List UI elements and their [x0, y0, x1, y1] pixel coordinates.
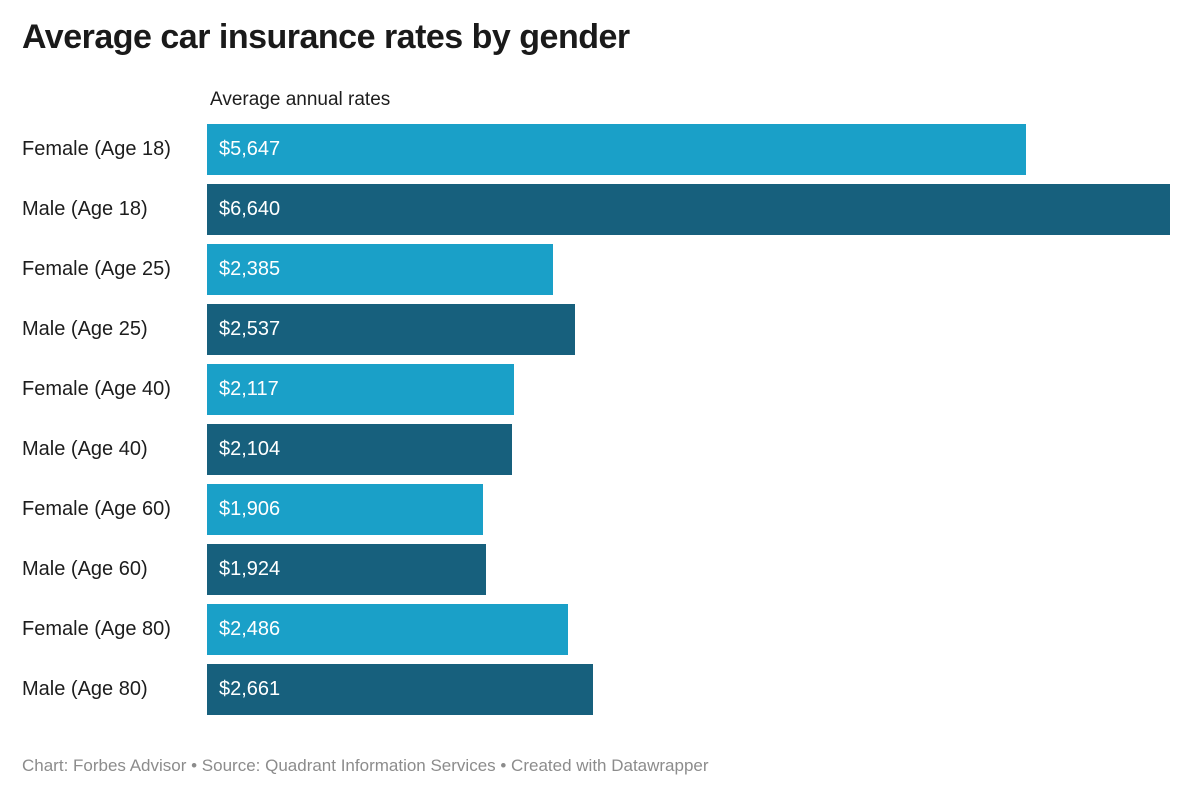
- bar-value-label: $2,661: [219, 678, 281, 700]
- category-label: Male (Age 18): [22, 198, 148, 220]
- bar-row: Female (Age 18) $5,647: [22, 124, 1178, 175]
- bar-value-label: $2,486: [219, 618, 281, 640]
- bar-value-label: $1,906: [219, 498, 281, 520]
- bar-track: $6,640: [207, 184, 1170, 235]
- chart-footer: Chart: Forbes Advisor • Source: Quadrant…: [22, 756, 709, 775]
- bar: $2,104: [207, 424, 513, 475]
- bar-row: Male (Age 25) $2,537: [22, 304, 1178, 355]
- bar: $1,906: [207, 484, 484, 535]
- bar: $5,647: [207, 124, 1027, 175]
- bar-row: Male (Age 60) $1,924: [22, 544, 1178, 595]
- bar-value-label: $1,924: [219, 558, 281, 580]
- chart-title: Average car insurance rates by gender: [22, 18, 630, 56]
- bar: $2,537: [207, 304, 575, 355]
- bar-value-label: $6,640: [219, 198, 281, 220]
- bar: $2,486: [207, 604, 568, 655]
- bar-row: Female (Age 60) $1,906: [22, 484, 1178, 535]
- bar-track: $2,385: [207, 244, 1170, 295]
- bar-value-label: $5,647: [219, 138, 281, 160]
- bar-row: Female (Age 25) $2,385: [22, 244, 1178, 295]
- bar-chart: Female (Age 18) $5,647 Male (Age 18) $6,…: [22, 124, 1178, 724]
- category-label: Female (Age 18): [22, 138, 171, 160]
- bar: $2,385: [207, 244, 553, 295]
- bar: $2,661: [207, 664, 593, 715]
- bar-track: $5,647: [207, 124, 1170, 175]
- bar-row: Male (Age 40) $2,104: [22, 424, 1178, 475]
- bar-value-label: $2,117: [219, 378, 279, 400]
- category-label: Female (Age 60): [22, 498, 171, 520]
- bar: $2,117: [207, 364, 514, 415]
- bar-row: Male (Age 80) $2,661: [22, 664, 1178, 715]
- category-label: Male (Age 80): [22, 678, 148, 700]
- bar-track: $2,117: [207, 364, 1170, 415]
- bar-value-label: $2,104: [219, 438, 281, 460]
- category-label: Female (Age 25): [22, 258, 171, 280]
- category-label: Female (Age 40): [22, 378, 171, 400]
- bar-track: $2,104: [207, 424, 1170, 475]
- axis-header-label: Average annual rates: [210, 89, 391, 110]
- bar-track: $2,486: [207, 604, 1170, 655]
- bar-value-label: $2,537: [219, 318, 281, 340]
- bar-row: Female (Age 40) $2,117: [22, 364, 1178, 415]
- bar-row: Male (Age 18) $6,640: [22, 184, 1178, 235]
- bar: $6,640: [207, 184, 1170, 235]
- category-label: Female (Age 80): [22, 618, 171, 640]
- bar-value-label: $2,385: [219, 258, 281, 280]
- bar-track: $1,924: [207, 544, 1170, 595]
- category-label: Male (Age 25): [22, 318, 148, 340]
- bar-row: Female (Age 80) $2,486: [22, 604, 1178, 655]
- bar-track: $2,661: [207, 664, 1170, 715]
- bar: $1,924: [207, 544, 487, 595]
- bar-track: $2,537: [207, 304, 1170, 355]
- bar-track: $1,906: [207, 484, 1170, 535]
- category-label: Male (Age 40): [22, 438, 148, 460]
- category-label: Male (Age 60): [22, 558, 148, 580]
